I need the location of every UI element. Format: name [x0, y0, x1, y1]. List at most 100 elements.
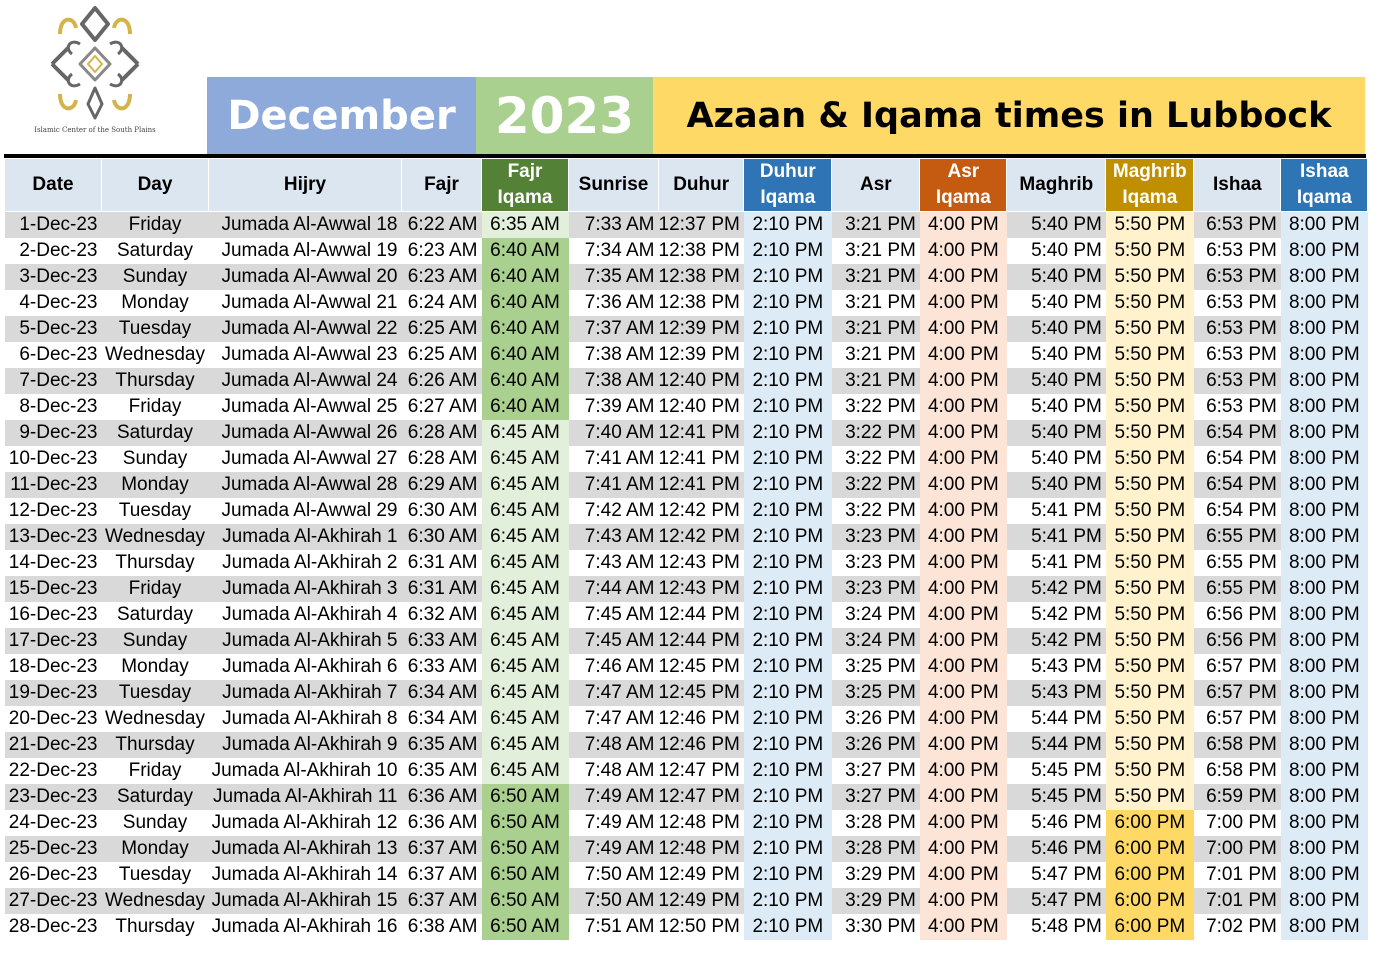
cell-asr: 3:24 PM [831, 628, 920, 654]
cell-maghrib-iqama: 5:50 PM [1105, 680, 1194, 706]
cell-ishaa-iqama: 8:00 PM [1280, 524, 1368, 550]
cell-day: Friday [101, 211, 209, 238]
cell-asr: 3:27 PM [831, 758, 920, 784]
cell-hijry: Jumada Al-Awwal 21 [208, 290, 402, 316]
cell-ishaa-iqama: 8:00 PM [1280, 420, 1368, 446]
cell-fajr: 6:34 AM [401, 680, 482, 706]
cell-ishaa: 6:54 PM [1193, 420, 1281, 446]
cell-asr-iqama: 4:00 PM [919, 264, 1007, 290]
cell-duhur: 12:41 PM [658, 472, 744, 498]
cell-asr-iqama: 4:00 PM [919, 238, 1007, 264]
cell-hijry: Jumada Al-Awwal 23 [208, 342, 402, 368]
year-banner: 2023 [476, 77, 653, 154]
cell-date: 18-Dec-23 [4, 654, 102, 680]
cell-duhur: 12:49 PM [658, 862, 744, 888]
cell-maghrib: 5:40 PM [1006, 368, 1106, 394]
cell-day: Monday [101, 290, 209, 316]
cell-sunrise: 7:35 AM [568, 264, 659, 290]
table-row: 13-Dec-23 Wednesday Jumada Al-Akhirah 1 6:3… [4, 524, 1368, 550]
cell-date: 8-Dec-23 [4, 394, 102, 420]
cell-duhur: 12:47 PM [658, 758, 744, 784]
cell-sunrise: 7:45 AM [568, 602, 659, 628]
cell-duhur: 12:46 PM [658, 732, 744, 758]
cell-day: Tuesday [101, 498, 209, 524]
table-row: 12-Dec-23 Tuesday Jumada Al-Awwal 29 6:30 A… [4, 498, 1368, 524]
cell-duhur-iqama: 2:10 PM [743, 368, 832, 394]
cell-maghrib-iqama: 5:50 PM [1105, 264, 1194, 290]
cell-asr: 3:29 PM [831, 888, 920, 914]
table-row: 5-Dec-23 Tuesday Jumada Al-Awwal 22 6:25 AM… [4, 316, 1368, 342]
cell-duhur-iqama: 2:10 PM [743, 888, 832, 914]
cell-fajr: 6:37 AM [401, 862, 482, 888]
table-header-row: Date Day Hijry Fajr Fajr Iqama Sunrise D… [4, 158, 1369, 212]
cell-day: Monday [101, 654, 209, 680]
cell-fajr-iqama: 6:50 AM [481, 784, 569, 810]
cell-asr: 3:29 PM [831, 862, 920, 888]
cell-asr: 3:22 PM [831, 498, 920, 524]
cell-maghrib: 5:42 PM [1006, 576, 1106, 602]
cell-maghrib-iqama: 5:50 PM [1105, 758, 1194, 784]
cell-ishaa-iqama: 8:00 PM [1280, 472, 1368, 498]
cell-asr: 3:21 PM [831, 238, 920, 264]
cell-ishaa: 6:54 PM [1193, 472, 1281, 498]
cell-duhur: 12:40 PM [658, 394, 744, 420]
cell-asr: 3:22 PM [831, 472, 920, 498]
cell-fajr: 6:31 AM [401, 576, 482, 602]
cell-ishaa: 6:54 PM [1193, 498, 1281, 524]
cell-duhur: 12:38 PM [658, 238, 744, 264]
cell-ishaa: 6:53 PM [1193, 368, 1281, 394]
table-row: 11-Dec-23 Monday Jumada Al-Awwal 28 6:29 AM… [4, 472, 1368, 498]
cell-ishaa: 6:53 PM [1193, 238, 1281, 264]
cell-asr-iqama: 4:00 PM [919, 732, 1007, 758]
cell-maghrib-iqama: 5:50 PM [1105, 290, 1194, 316]
cell-fajr-iqama: 6:45 AM [481, 576, 569, 602]
table-row: 25-Dec-23 Monday Jumada Al-Akhirah 13 6:37 … [4, 836, 1368, 862]
cell-date: 5-Dec-23 [4, 316, 102, 342]
cell-ishaa: 6:58 PM [1193, 758, 1281, 784]
cell-hijry: Jumada Al-Akhirah 6 [208, 654, 402, 680]
cell-maghrib-iqama: 6:00 PM [1105, 862, 1194, 888]
cell-duhur-iqama: 2:10 PM [743, 680, 832, 706]
cell-maghrib: 5:40 PM [1006, 211, 1106, 238]
cell-duhur-iqama: 2:10 PM [743, 758, 832, 784]
cell-ishaa: 7:00 PM [1193, 836, 1281, 862]
table-row: 8-Dec-23 Friday Jumada Al-Awwal 25 6:27 AM 6… [4, 394, 1368, 420]
cell-duhur-iqama: 2:10 PM [743, 836, 832, 862]
cell-fajr-iqama: 6:40 AM [481, 342, 569, 368]
cell-asr: 3:21 PM [831, 211, 920, 238]
cell-date: 11-Dec-23 [4, 472, 102, 498]
cell-fajr: 6:35 AM [401, 732, 482, 758]
cell-ishaa: 6:57 PM [1193, 654, 1281, 680]
cell-ishaa: 6:59 PM [1193, 784, 1281, 810]
cell-asr: 3:22 PM [831, 420, 920, 446]
cell-asr: 3:25 PM [831, 680, 920, 706]
cell-duhur-iqama: 2:10 PM [743, 498, 832, 524]
cell-sunrise: 7:48 AM [568, 732, 659, 758]
cell-date: 19-Dec-23 [4, 680, 102, 706]
cell-hijry: Jumada Al-Awwal 27 [208, 446, 402, 472]
cell-date: 26-Dec-23 [4, 862, 102, 888]
cell-sunrise: 7:49 AM [568, 836, 659, 862]
cell-asr-iqama: 4:00 PM [919, 576, 1007, 602]
cell-maghrib: 5:40 PM [1006, 238, 1106, 264]
cell-duhur-iqama: 2:10 PM [743, 238, 832, 264]
cell-day: Thursday [101, 914, 209, 940]
col-header-maghrib: Maghrib [1006, 158, 1107, 212]
cell-duhur-iqama: 2:10 PM [743, 810, 832, 836]
cell-asr-iqama: 4:00 PM [919, 420, 1007, 446]
cell-date: 4-Dec-23 [4, 290, 102, 316]
logo-caption: Islamic Center of the South Plains [34, 126, 156, 134]
cell-duhur-iqama: 2:10 PM [743, 264, 832, 290]
cell-duhur: 12:37 PM [658, 211, 744, 238]
cell-ishaa: 6:55 PM [1193, 524, 1281, 550]
cell-ishaa: 6:53 PM [1193, 264, 1281, 290]
cell-ishaa-iqama: 8:00 PM [1280, 211, 1368, 238]
cell-duhur-iqama: 2:10 PM [743, 524, 832, 550]
cell-ishaa-iqama: 8:00 PM [1280, 628, 1368, 654]
cell-asr-iqama: 4:00 PM [919, 498, 1007, 524]
cell-asr-iqama: 4:00 PM [919, 888, 1007, 914]
cell-hijry: Jumada Al-Awwal 22 [208, 316, 402, 342]
cell-maghrib: 5:40 PM [1006, 446, 1106, 472]
cell-sunrise: 7:40 AM [568, 420, 659, 446]
cell-fajr-iqama: 6:40 AM [481, 290, 569, 316]
